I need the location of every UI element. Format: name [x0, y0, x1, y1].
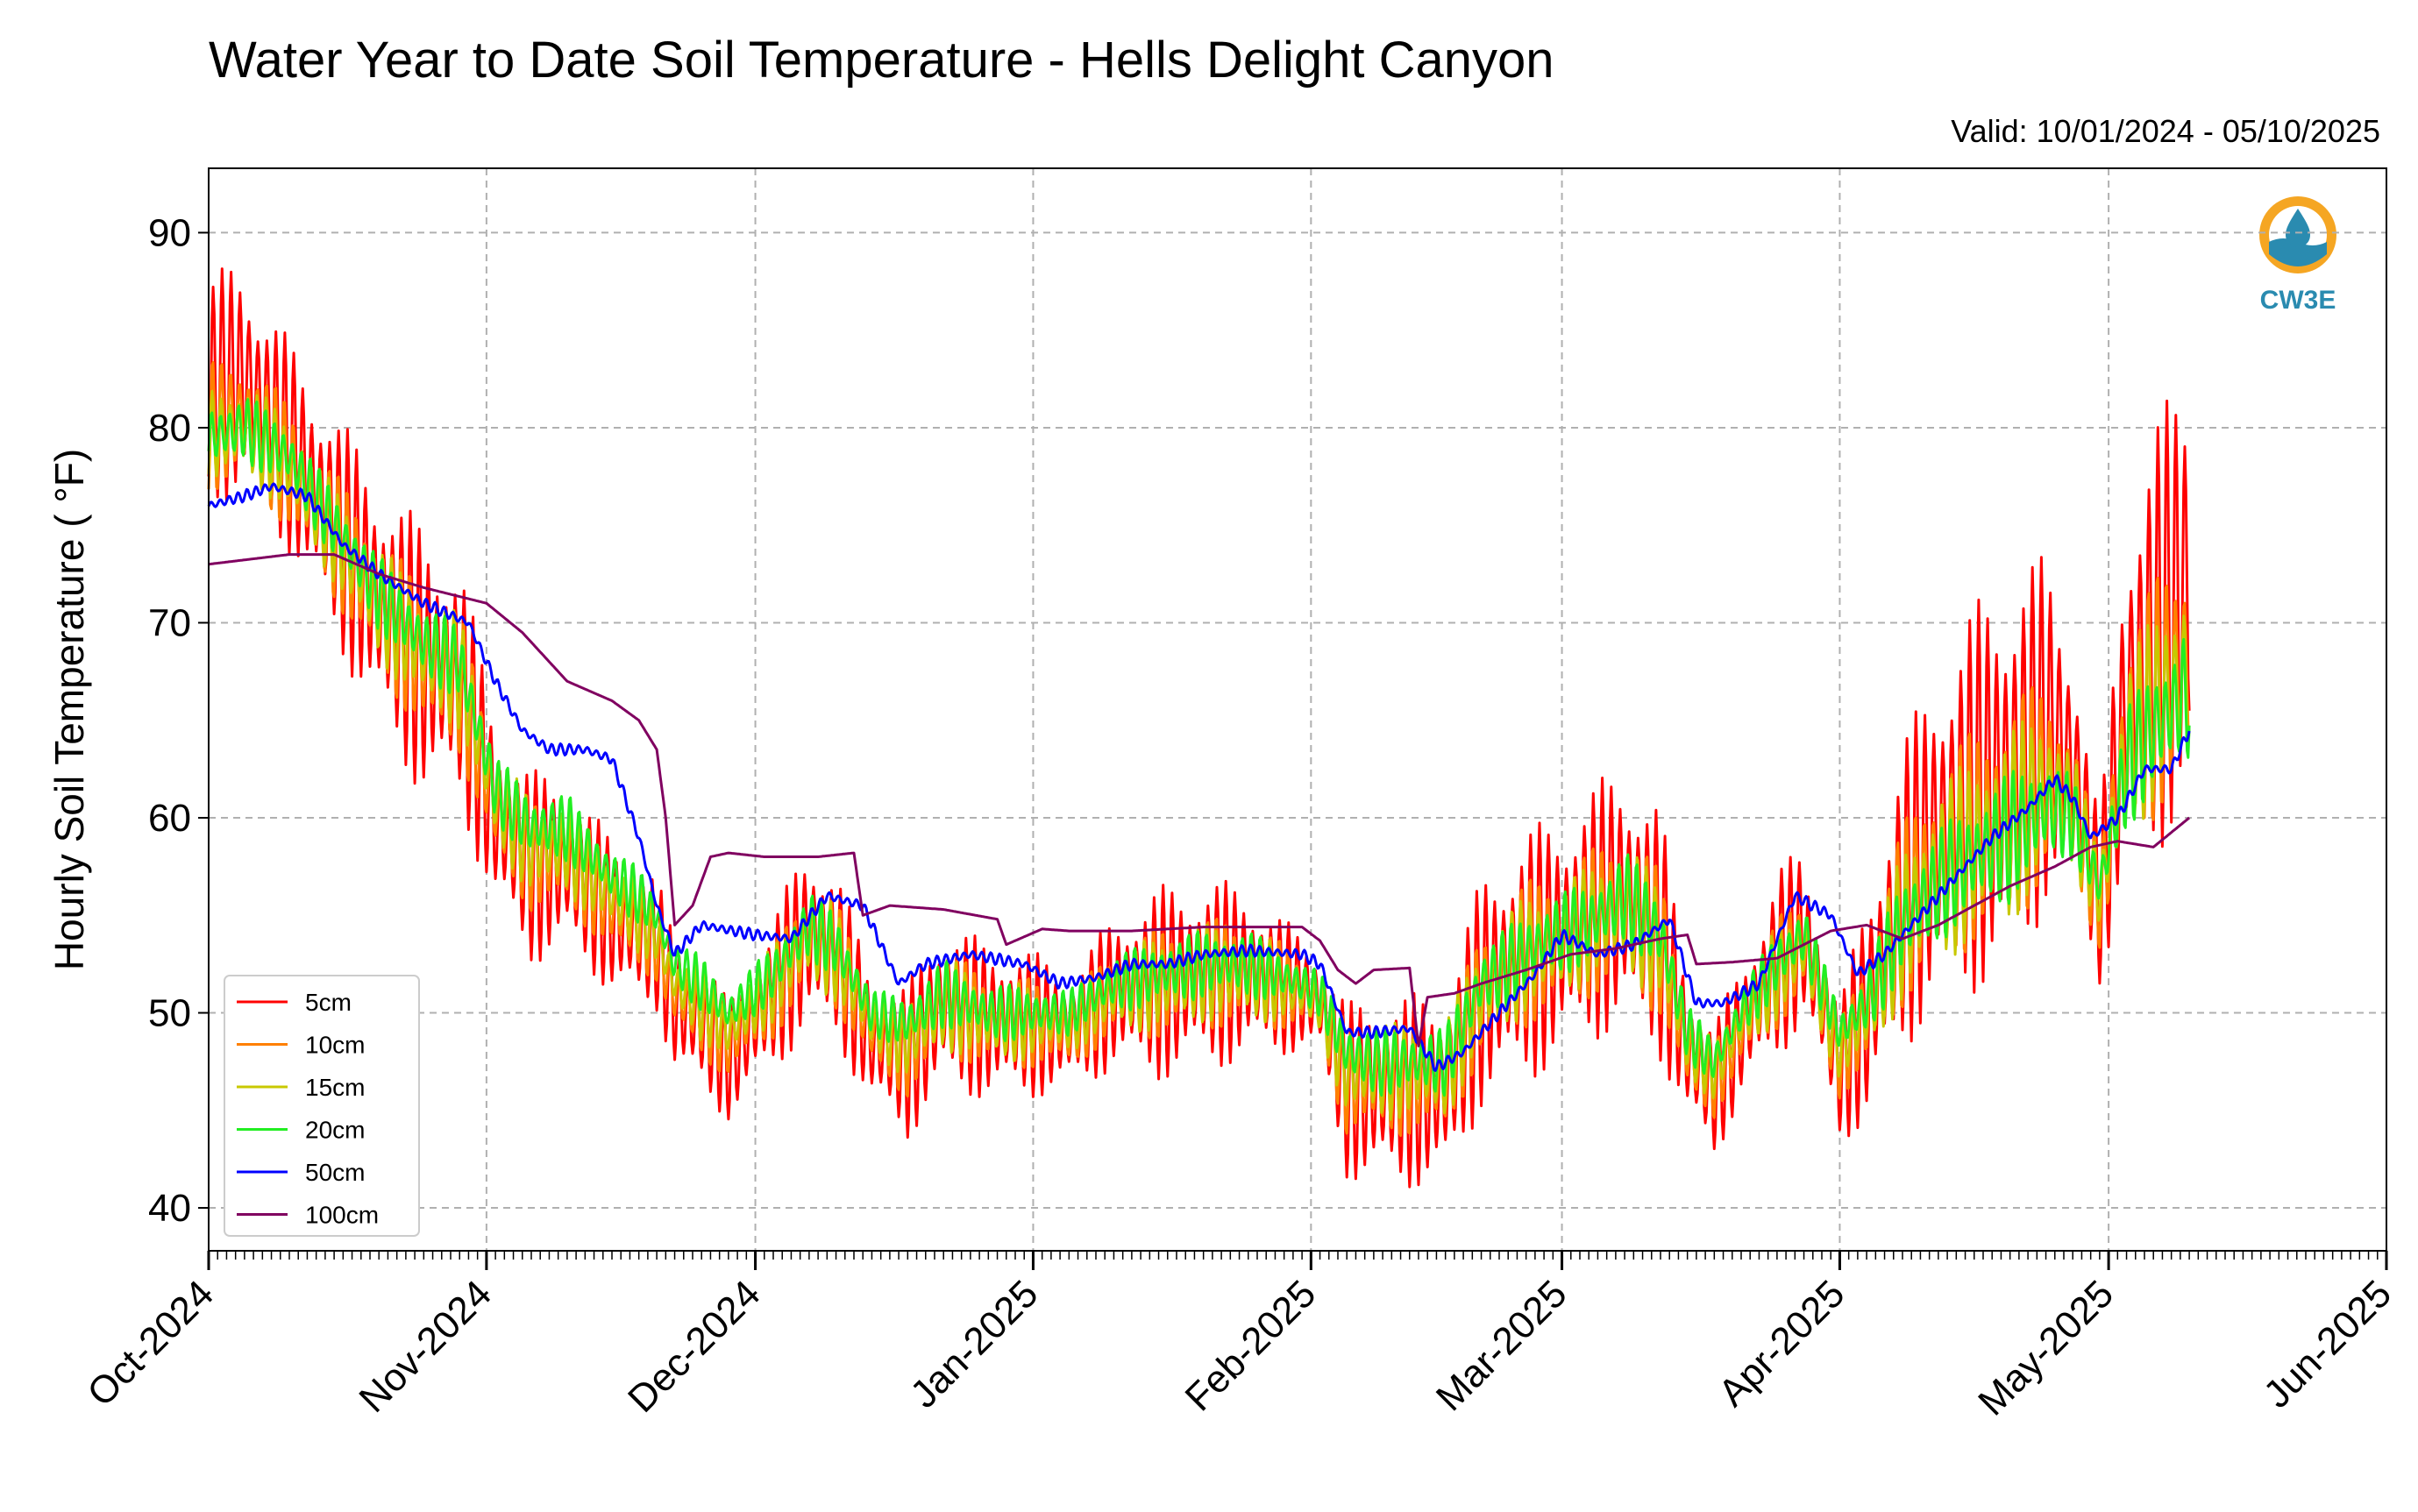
water-drop-icon [2259, 196, 2336, 273]
y-axis-label: Hourly Soil Temperature ( °F) [46, 449, 92, 970]
legend-label: 5cm [305, 989, 352, 1016]
series-line-5cm [207, 267, 2191, 1189]
series-layer [207, 267, 2191, 1189]
x-tick-label: Apr-2025 [1710, 1272, 1853, 1415]
x-tick-label: Feb-2025 [1177, 1272, 1325, 1419]
x-tick-label: Dec-2024 [620, 1272, 769, 1421]
y-tick-label: 60 [148, 797, 191, 840]
series-line-15cm [207, 390, 2191, 1121]
legend-label: 15cm [305, 1074, 365, 1101]
y-tick-label: 90 [148, 211, 191, 254]
valid-date-range: Valid: 10/01/2024 - 05/10/2025 [1951, 113, 2380, 149]
y-tick-label: 70 [148, 601, 191, 644]
x-tick-label: Jan-2025 [902, 1272, 1046, 1416]
x-tick-label: May-2025 [1970, 1272, 2122, 1423]
plot-frame [208, 167, 2387, 1252]
legend-label: 10cm [305, 1032, 365, 1059]
y-tick-label: 40 [148, 1187, 191, 1230]
x-tick-label: Oct-2024 [79, 1272, 222, 1415]
y-tick-label: 80 [148, 407, 191, 450]
legend-label: 20cm [305, 1117, 365, 1144]
x-tick-label: Mar-2025 [1428, 1272, 1575, 1419]
x-tick-label: Jun-2025 [2256, 1272, 2400, 1416]
logo-text: CW3E [2260, 286, 2336, 315]
y-tick-label: 50 [148, 992, 191, 1035]
cw3e-logo: CW3E [2259, 196, 2336, 315]
legend: 5cm 10cm 15cm 20cm 50cm 100cm [224, 975, 420, 1237]
legend-label: 100cm [305, 1202, 379, 1229]
chart-title: Water Year to Date Soil Temperature - He… [209, 32, 1554, 89]
x-tick-label: Nov-2024 [351, 1272, 500, 1421]
series-line-100cm [208, 553, 2191, 1047]
series-line-50cm [207, 482, 2191, 1072]
series-line-20cm [207, 398, 2191, 1097]
legend-label: 50cm [305, 1159, 365, 1186]
